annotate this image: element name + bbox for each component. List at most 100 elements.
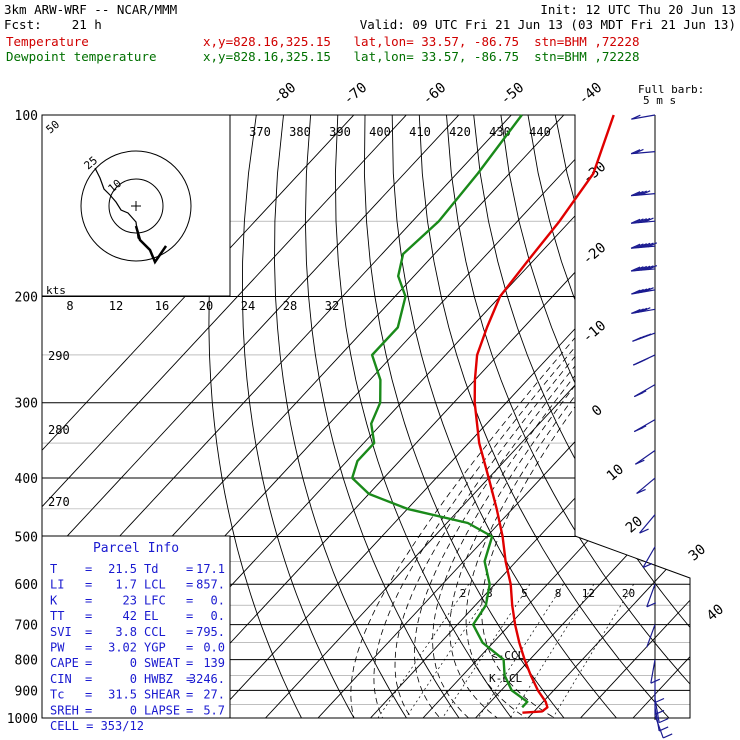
wind-barb-flag-100-0 [631, 114, 641, 120]
parcel-eq-K: = [85, 593, 92, 607]
pressure-label-400: 400 [15, 472, 38, 487]
wind-barb-360 [634, 449, 656, 465]
parcel-label-Tc: Tc [50, 688, 64, 702]
wind-barb-flag-400-0 [636, 488, 646, 495]
wind-barb-staff-990 [654, 715, 664, 739]
temp-legend-label: Temperature [6, 34, 89, 49]
parcel-eq-LCL: = [186, 578, 193, 592]
wind-barb-staff-800 [650, 659, 656, 684]
wind-barb-flag-210-3 [641, 307, 651, 313]
wind-barb-115 [630, 148, 656, 155]
wind-barb-staff-400 [636, 477, 656, 494]
wind-scale-label: Full barb: [638, 83, 704, 96]
temperature-profile [473, 114, 615, 714]
wind-barb-flag-930-0 [658, 718, 669, 724]
isotherm--30 [253, 115, 690, 718]
wind-barb-990 [654, 715, 673, 739]
wind-barb-flag-195-1 [634, 288, 644, 295]
parcel-value-LI: 1.7 [115, 578, 137, 592]
temp-legend-info: x,y=828.16,325.15 lat,lon= 33.57, -86.75… [203, 34, 640, 49]
moist-adiabat-20 [449, 296, 647, 718]
parcel-label-CAPE: CAPE [50, 656, 79, 670]
dry-adiabat-280 [304, 115, 469, 718]
parcel-value-T: 21.5 [108, 562, 137, 576]
pressure-label-700: 700 [15, 619, 38, 634]
parcel-eq-Td: = [186, 562, 193, 576]
isotherm--110 [42, 115, 433, 718]
isotherm-label-side--10: -10 [580, 318, 610, 347]
parcel-label-CIN: CIN [50, 672, 72, 686]
dry-adiabat-270 [274, 115, 415, 718]
wind-barb-flag-165-0 [630, 243, 641, 249]
wind-barb-flag-165-3 [640, 242, 651, 248]
wind-barb-staff-930 [654, 698, 660, 723]
parcel-value-Td: 17.1 [196, 562, 225, 576]
wind-barb-flag-990-0 [662, 733, 673, 739]
isotherm-label--40: -40 [576, 80, 606, 109]
wind-barb-staff-960 [654, 707, 660, 732]
dew-legend-label: Dewpoint temperature [6, 49, 157, 64]
wind-barb-flag-180-1 [634, 266, 644, 272]
theta-label-400: 400 [369, 125, 391, 139]
forecast-hour: Fcst: 21 h [4, 17, 102, 32]
wind-barb-flag-195-3 [641, 287, 651, 293]
parcel-eq-SWEAT: = [186, 656, 193, 670]
parcel-label-EL: EL [144, 609, 158, 623]
parcel-label-SWEAT: SWEAT [144, 656, 180, 670]
mixing-ratio-label-20: 20 [622, 587, 635, 600]
dry-adiabat-350 [500, 115, 690, 718]
dry-adiabat-410 [663, 115, 690, 718]
parcel-label-T: T [50, 562, 57, 576]
wind-barb-flag-180-2 [637, 265, 648, 271]
dry-adiabat-340 [473, 115, 690, 718]
dry-adiabat-300 [363, 115, 575, 718]
parcel-eq-SHEAR: = [186, 688, 193, 702]
mixing-ratio-label-3: 3 [486, 587, 493, 600]
parcel-label-CCL: CCL [144, 625, 166, 639]
dry-adiabat-250 [208, 115, 309, 718]
dry-adiabat-290 [334, 115, 522, 718]
parcel-label-SVI: SVI [50, 625, 72, 639]
wind-barb-flag-860-0 [654, 697, 665, 704]
wind-barb-staff-100 [631, 114, 656, 120]
moist-adiabat--4 [373, 296, 619, 718]
wind-barb-280 [633, 384, 656, 398]
parcel-label-SREH: SREH [50, 703, 79, 717]
isotherm--20 [305, 115, 690, 718]
parcel-cell: CELL = 353/12 [50, 719, 144, 733]
parcel-label-HWBZ: HWBZ [144, 672, 173, 686]
isotherm-40 [620, 115, 690, 718]
parcel-value-HWBZ: 3246. [189, 672, 225, 686]
hodo-speed-label-28: 28 [283, 299, 297, 313]
theta-label-380: 380 [289, 125, 311, 139]
wind-barb-flag-135-0 [630, 191, 641, 197]
parcel-value-Tc: 31.5 [108, 688, 137, 702]
parcel-value-SVI: 3.8 [115, 625, 137, 639]
dry-adiabat-420 [691, 115, 740, 731]
parcel-eq-HWBZ: = [186, 672, 193, 686]
parcel-eq-Tc: = [85, 688, 92, 702]
parcel-eq-T: = [85, 562, 92, 576]
parcel-label-Td: Td [144, 562, 158, 576]
moist-adiabat--10 [350, 296, 611, 718]
parcel-eq-EL: = [186, 609, 193, 623]
hodo-speed-label-20: 20 [199, 299, 213, 313]
wind-barb-flag-280-1 [636, 390, 647, 396]
wind-barb-staff-460 [639, 514, 656, 534]
wind-scale-unit: 5 m s [643, 94, 676, 107]
wind-barb-460 [639, 514, 656, 534]
dry-adiabat-380 [581, 115, 690, 718]
isotherm--100 [42, 115, 485, 718]
parcel-value-K: 23 [123, 593, 137, 607]
wind-barb-flag-460-0 [639, 528, 649, 534]
hodo-speed-label-16: 16 [155, 299, 169, 313]
dry-adiabat-330 [446, 115, 690, 718]
isotherm-label-side-30: 30 [686, 541, 709, 564]
wind-barb-600 [646, 584, 657, 608]
isotherm-label--80: -80 [270, 80, 300, 109]
parcel-label-LFC: LFC [144, 593, 166, 607]
theta-label-370: 370 [249, 125, 271, 139]
moist-adiabat-32 [481, 296, 660, 718]
moist-adiabat-8 [413, 296, 633, 718]
parcel-value-LCL: 857. [196, 578, 225, 592]
